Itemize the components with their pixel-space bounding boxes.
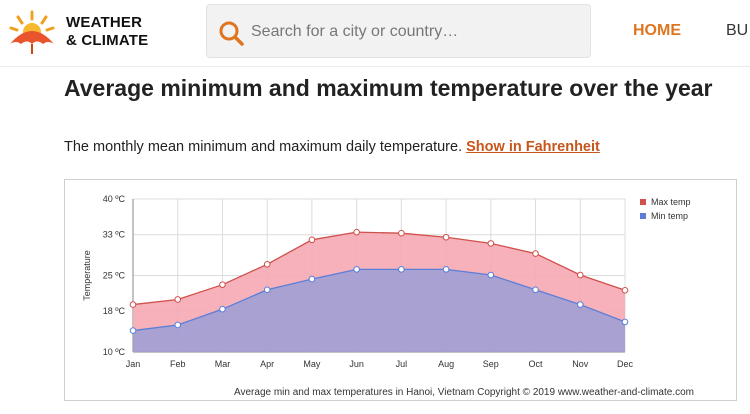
page-title: Average minimum and maximum temperature … (64, 75, 713, 101)
brand-line-2: & CLIMATE (66, 32, 149, 49)
y-tick-label: 40 ºC (103, 194, 126, 204)
max-temp-point (398, 229, 405, 237)
max-temp-point (576, 271, 584, 279)
min-temp-point (398, 266, 405, 273)
umbrella-sun-logo-icon[interactable] (6, 8, 58, 58)
site-header: WEATHER & CLIMATE HOME BU (0, 0, 750, 67)
x-tick-label: May (303, 359, 321, 369)
x-tick-label: Feb (170, 359, 186, 369)
min-temp-point (442, 266, 450, 273)
legend-label-min: Min temp (651, 211, 688, 221)
y-tick-label: 33 ºC (103, 230, 126, 240)
y-tick-label: 25 ºC (103, 271, 126, 281)
chart-caption: Average min and max temperatures in Hano… (234, 387, 694, 398)
nav-home-link[interactable]: HOME (633, 22, 681, 39)
search-input[interactable] (249, 15, 583, 49)
max-temp-point (442, 233, 450, 241)
x-tick-label: Nov (572, 359, 589, 369)
max-temp-point (219, 281, 226, 288)
x-tick-label: Sep (483, 359, 499, 369)
min-temp-point (308, 275, 316, 283)
legend-swatch-min (640, 213, 646, 219)
show-fahrenheit-link[interactable]: Show in Fahrenheit (466, 139, 600, 155)
x-tick-label: Mar (215, 359, 231, 369)
x-tick-label: Dec (617, 359, 634, 369)
max-temp-point (308, 236, 316, 244)
min-temp-area (133, 269, 625, 352)
min-temp-point (532, 286, 539, 294)
max-temp-point (487, 240, 495, 247)
min-temp-line (132, 268, 626, 332)
x-tick-label: Jun (349, 359, 364, 369)
brand-name[interactable]: WEATHER & CLIMATE (66, 14, 148, 50)
min-temp-point (263, 286, 271, 294)
min-temp-point (353, 266, 360, 273)
min-temp-point (174, 321, 182, 329)
temperature-chart: 10 ºC 18 ºC 25 ºC 33 ºC 40 ºC Jan Feb Mar Apr May… (64, 179, 737, 401)
legend-swatch-max (640, 199, 646, 205)
x-tick-label: Apr (260, 359, 274, 369)
x-tick-label: Jan (126, 359, 141, 369)
max-temp-point (129, 301, 137, 308)
subtitle-text: The monthly mean minimum and maximum dai… (64, 139, 463, 155)
x-tick-label: Oct (529, 359, 544, 369)
nav-next-link[interactable]: BU (726, 22, 749, 39)
search-icon[interactable] (217, 19, 245, 47)
min-temp-point (621, 318, 629, 326)
page-subtitle: The monthly mean minimum and maximum dai… (64, 139, 600, 155)
max-temp-point (263, 260, 271, 268)
min-temp-point (129, 327, 137, 334)
legend-label-max: Max temp (651, 197, 691, 207)
max-temp-point (621, 286, 629, 294)
search-box (206, 4, 591, 58)
x-tick-label: Jul (396, 359, 408, 369)
y-tick-label: 10 ºC (103, 347, 126, 357)
brand-line-1: WEATHER (66, 14, 143, 31)
x-tick-label: Aug (438, 359, 454, 369)
min-temp-point (219, 305, 226, 313)
min-temp-point (576, 301, 584, 308)
y-tick-label: 18 ºC (103, 306, 126, 316)
max-temp-point (532, 250, 539, 257)
max-temp-area (133, 232, 625, 331)
max-temp-line (132, 231, 626, 306)
chart-svg: 10 ºC 18 ºC 25 ºC 33 ºC 40 ºC Jan Feb Mar Apr May… (82, 194, 691, 369)
max-temp-point (353, 228, 360, 236)
max-temp-point (174, 296, 182, 303)
min-temp-point (487, 271, 495, 279)
y-axis-label: Temperature (82, 250, 92, 301)
